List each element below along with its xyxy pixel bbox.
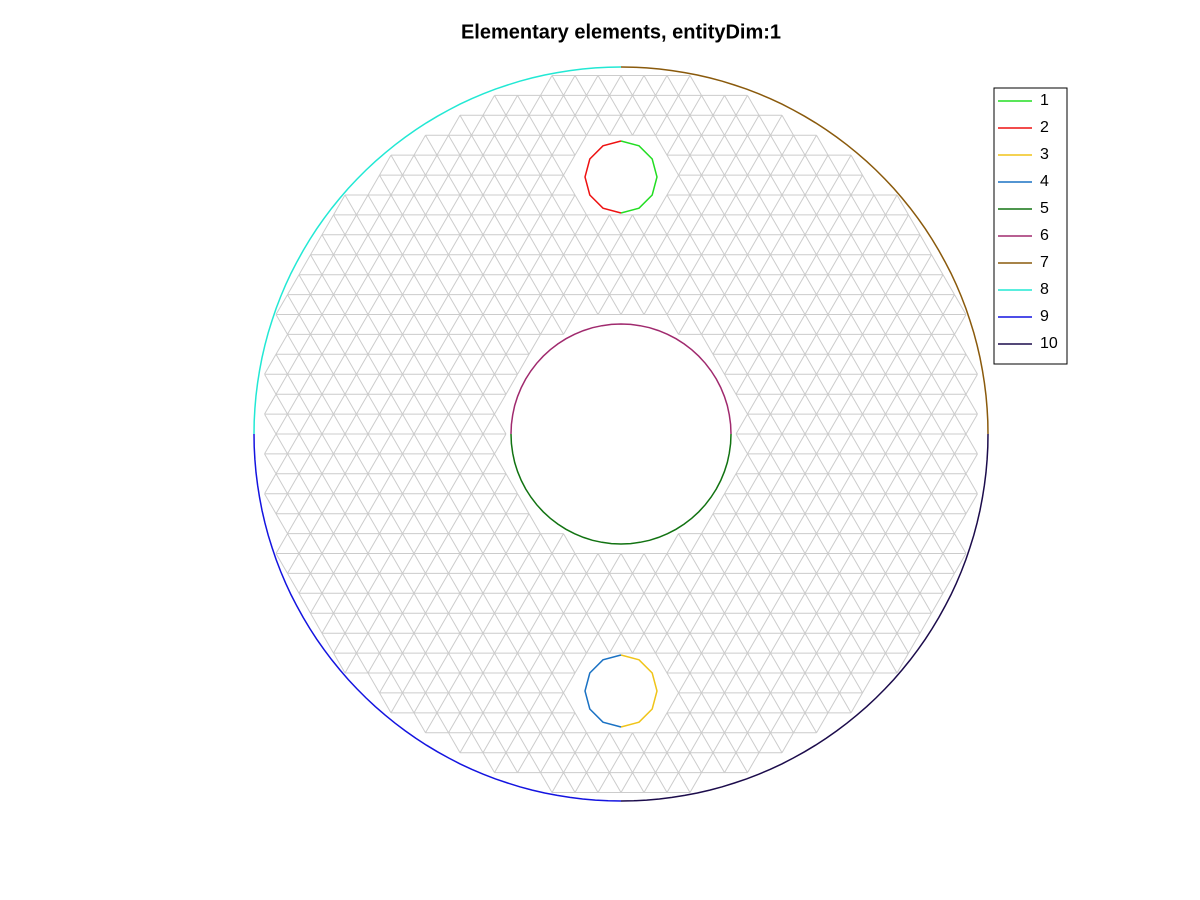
- boundary-curve: [510, 323, 732, 435]
- boundary-curve: [620, 66, 989, 435]
- legend-label: 8: [1040, 281, 1049, 298]
- boundary-curve: [584, 140, 622, 214]
- legend-label: 9: [1040, 308, 1049, 325]
- chart-title: Elementary elements, entityDim:1: [461, 21, 781, 43]
- legend-label: 3: [1040, 146, 1049, 163]
- boundary-curve: [620, 654, 658, 728]
- legend-label: 2: [1040, 119, 1049, 136]
- boundary-curve: [584, 654, 622, 728]
- legend-label: 1: [1040, 92, 1049, 109]
- mesh: [264, 75, 978, 793]
- legend-label: 5: [1040, 200, 1049, 217]
- boundary-curve: [253, 66, 622, 435]
- legend-label: 6: [1040, 227, 1049, 244]
- legend-label: 7: [1040, 254, 1049, 271]
- boundary-curve: [253, 433, 622, 802]
- boundary-curve: [510, 433, 732, 545]
- legend-label: 4: [1040, 173, 1049, 190]
- legend-label: 10: [1040, 335, 1058, 352]
- legend-box: [993, 87, 1068, 365]
- boundary-curve: [620, 433, 989, 802]
- boundary-curve: [620, 140, 658, 214]
